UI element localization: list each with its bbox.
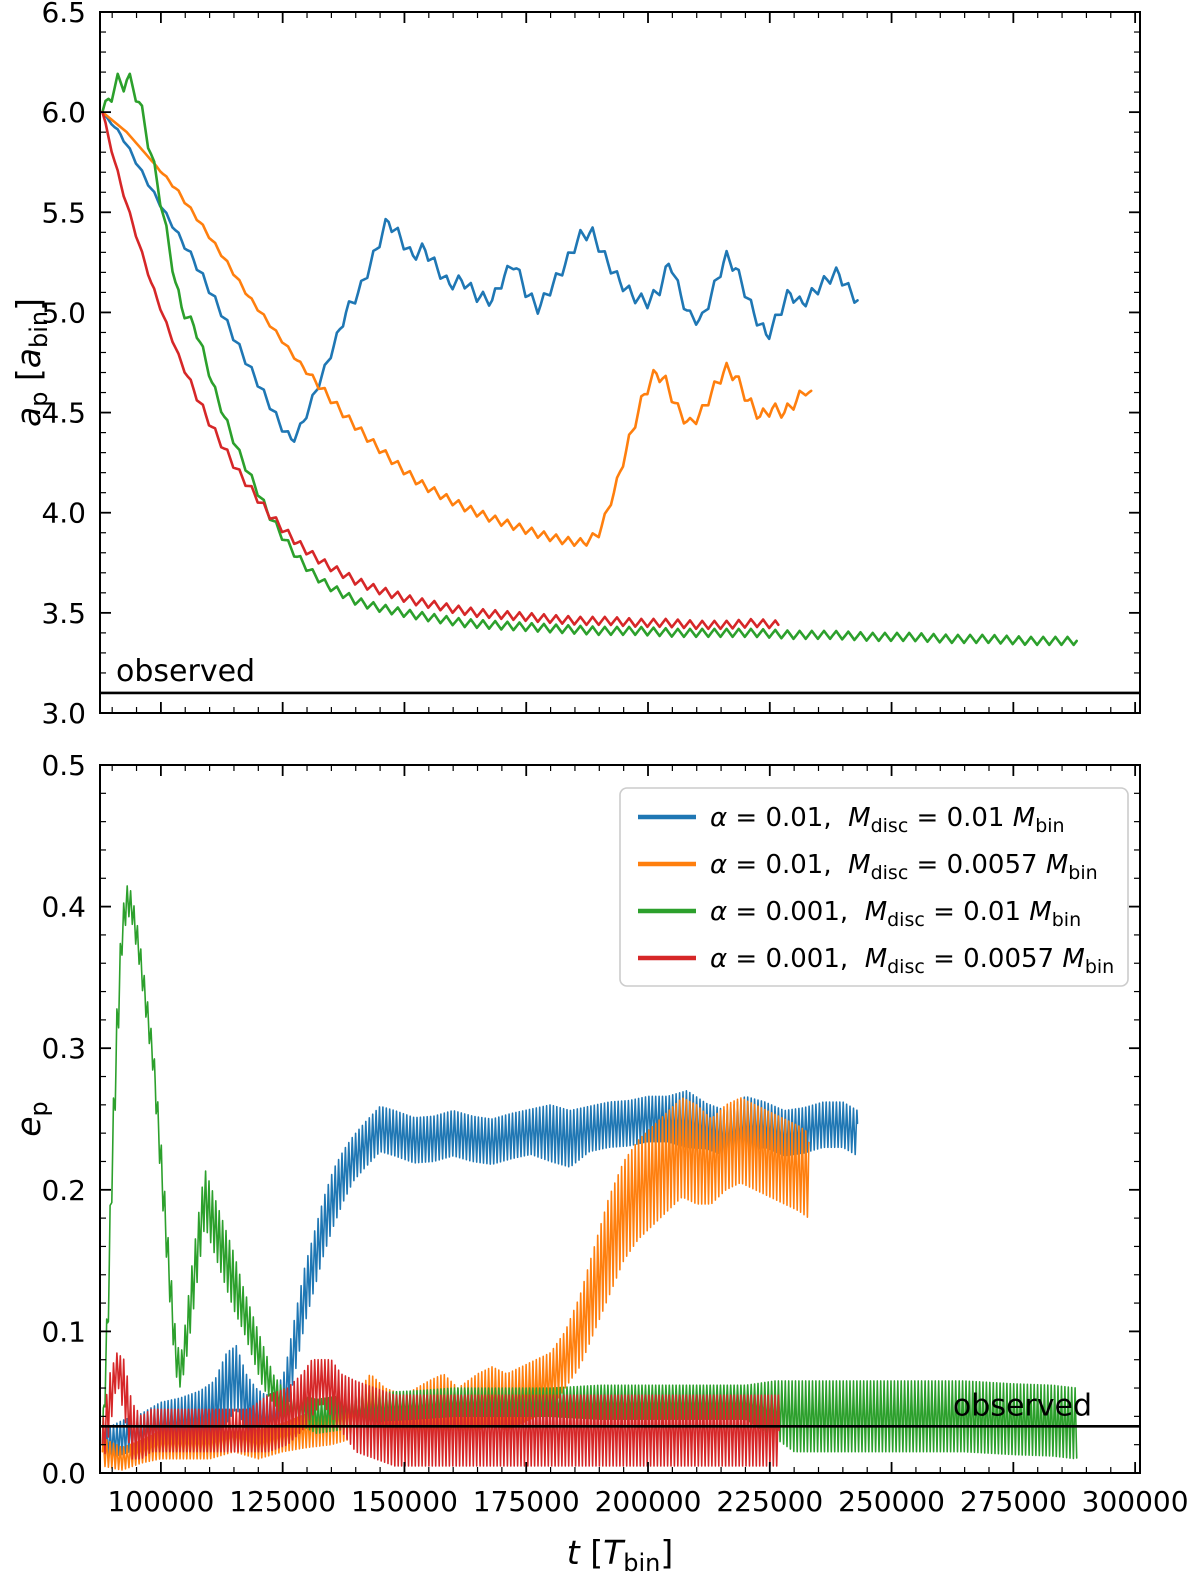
svg-text:0.0: 0.0 [41, 1457, 86, 1490]
svg-text:5.5: 5.5 [41, 196, 86, 229]
svg-text:3.5: 3.5 [41, 597, 86, 630]
svg-text:100000: 100000 [107, 1485, 214, 1518]
panel-frame [99, 11, 1141, 714]
semi-major-axis-panel: observed 3.0 3.5 4.0 4.5 5.0 5.5 6.0 6.5 ap [abin… [9, 0, 1141, 730]
svg-text:175000: 175000 [473, 1485, 580, 1518]
panel-frame [99, 764, 1141, 1474]
legend-item-alpha0001-mdisc00057: α = 0.001, Mdisc = 0.0057 Mbin [638, 944, 1114, 978]
legend-label: α = 0.01, Mdisc = 0.0057 Mbin [710, 850, 1098, 884]
observed-label: observed [953, 1388, 1092, 1423]
svg-text:3.0: 3.0 [41, 697, 86, 730]
svg-text:4.0: 4.0 [41, 497, 86, 530]
svg-text:6.5: 6.5 [41, 0, 86, 29]
tick-labels: 0.0 0.1 0.2 0.3 0.4 0.5 100000 125000 150000 1750… [41, 749, 1188, 1518]
legend-label: α = 0.001, Mdisc = 0.01 Mbin [710, 897, 1081, 931]
series-group [101, 72, 1078, 647]
svg-text:0.2: 0.2 [41, 1174, 86, 1207]
legend-label: α = 0.001, Mdisc = 0.0057 Mbin [710, 944, 1114, 978]
x-axis-label: t [Tbin] [567, 1533, 674, 1577]
y-axis-label-ap: ap [abin] [9, 298, 53, 427]
legend-box [619, 787, 1129, 987]
svg-text:300000: 300000 [1082, 1485, 1189, 1518]
svg-text:0.5: 0.5 [41, 749, 86, 782]
legend: α = 0.01, Mdisc = 0.01 Mbin α = 0.01, Mdi… [619, 787, 1129, 987]
series-alpha001-mdisc001 [101, 110, 859, 443]
series-group [101, 885, 1078, 1471]
tick-labels: 3.0 3.5 4.0 4.5 5.0 5.5 6.0 6.5 [41, 0, 86, 730]
series-alpha001-mdisc00057 [101, 110, 813, 547]
series-alpha0001-mdisc001 [101, 72, 1078, 647]
legend-item-alpha001-mdisc001: α = 0.01, Mdisc = 0.01 Mbin [638, 803, 1065, 837]
svg-text:275000: 275000 [960, 1485, 1067, 1518]
series-alpha0001-mdisc00057 [101, 110, 780, 631]
svg-text:200000: 200000 [595, 1485, 702, 1518]
legend-item-alpha001-mdisc00057: α = 0.01, Mdisc = 0.0057 Mbin [638, 850, 1098, 884]
series-alpha0001-mdisc001 [101, 885, 1078, 1460]
y-axis-label-ep: ep [9, 1101, 53, 1137]
svg-text:0.1: 0.1 [41, 1315, 86, 1348]
observed-label: observed [116, 654, 255, 689]
eccentricity-panel: observed 0.0 0.1 0.2 0.3 0.4 0.5 100000 125000 15… [9, 749, 1189, 1518]
series-alpha0001-mdisc00057 [101, 1352, 781, 1467]
svg-text:6.0: 6.0 [41, 96, 86, 129]
legend-label: α = 0.01, Mdisc = 0.01 Mbin [710, 803, 1065, 837]
svg-text:0.3: 0.3 [41, 1032, 86, 1065]
svg-text:125000: 125000 [229, 1485, 336, 1518]
svg-text:0.4: 0.4 [41, 891, 86, 924]
tick-marks [100, 11, 1140, 714]
svg-text:5.0: 5.0 [41, 296, 86, 329]
tick-marks [100, 764, 1140, 1474]
svg-text:225000: 225000 [716, 1485, 823, 1518]
svg-text:150000: 150000 [351, 1485, 458, 1518]
svg-text:4.5: 4.5 [41, 397, 86, 430]
svg-text:250000: 250000 [838, 1485, 945, 1518]
legend-item-alpha0001-mdisc001: α = 0.001, Mdisc = 0.01 Mbin [638, 897, 1081, 931]
